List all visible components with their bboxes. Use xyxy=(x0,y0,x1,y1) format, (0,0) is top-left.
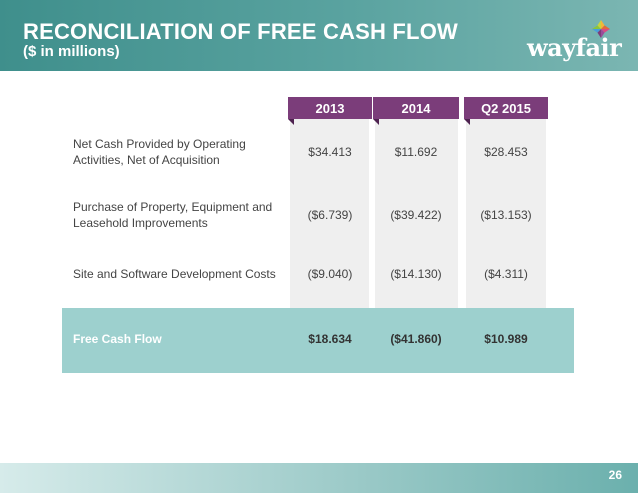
free-cash-flow-row xyxy=(62,308,574,373)
cell-operating-cash-2014: $11.692 xyxy=(394,145,438,159)
cell-free-cash-flow-q2-2015: $10.989 xyxy=(484,332,528,346)
column-header-2014: 2014 xyxy=(373,97,459,119)
row-label-site-software: Site and Software Development Costs xyxy=(73,267,276,281)
cell-operating-cash-2013: $34.413 xyxy=(308,145,352,159)
column-fold-2014 xyxy=(373,119,379,125)
column-header-2013: 2013 xyxy=(288,97,372,119)
cell-site-software-2014: ($14.130) xyxy=(390,267,442,281)
cell-free-cash-flow-2013: $18.634 xyxy=(308,332,352,346)
cell-operating-cash-q2-2015: $28.453 xyxy=(484,145,528,159)
cell-property-equipment-q2-2015: ($13.153) xyxy=(480,208,532,222)
row-label-operating-cash: Net Cash Provided by Operating Activitie… xyxy=(73,137,246,167)
cell-free-cash-flow-2014: ($41.860) xyxy=(390,332,442,346)
column-fold-2013 xyxy=(288,119,294,125)
column-header-q2-2015: Q2 2015 xyxy=(464,97,548,119)
row-label-property-equipment: Purchase of Property, Equipment and Leas… xyxy=(73,200,273,230)
footer-bar xyxy=(0,463,638,493)
page-title: RECONCILIATION OF FREE CASH FLOW xyxy=(23,19,458,44)
logo-wordmark: wayfair xyxy=(527,33,622,62)
column-fold-q2-2015 xyxy=(464,119,470,125)
page-subtitle: ($ in millions) xyxy=(23,43,120,60)
header-banner xyxy=(0,0,638,71)
page-number: 26 xyxy=(608,468,622,482)
cell-site-software-2013: ($9.040) xyxy=(307,267,353,281)
row-label-free-cash-flow: Free Cash Flow xyxy=(73,332,162,346)
cell-property-equipment-2014: ($39.422) xyxy=(390,208,442,222)
cell-site-software-q2-2015: ($4.311) xyxy=(484,267,528,281)
pinwheel-icon xyxy=(592,20,610,38)
cell-property-equipment-2013: ($6.739) xyxy=(307,208,353,222)
